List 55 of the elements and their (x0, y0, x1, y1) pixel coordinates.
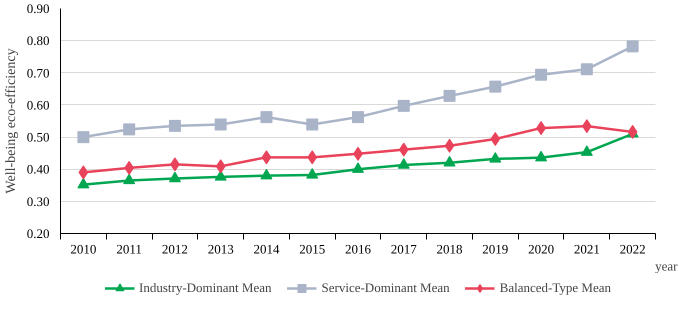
point (123, 174, 136, 184)
point (216, 159, 226, 174)
legend-label: Balanced-Type Mean (500, 280, 612, 296)
point (214, 170, 227, 181)
point (444, 90, 456, 102)
point (77, 131, 90, 144)
point (123, 123, 136, 136)
x-tick-label: 2011 (116, 242, 142, 256)
point (398, 158, 410, 169)
y-tick-label: 0.30 (26, 194, 50, 209)
point (489, 152, 502, 163)
y-tick-label: 0.90 (26, 1, 50, 16)
x-tick-label: 2014 (253, 242, 280, 256)
y-tick-label: 0.40 (26, 162, 50, 177)
y-axis-title: Well-being eco-efficiency (4, 48, 19, 194)
x-tick-label: 2013 (208, 242, 234, 256)
x-tick-label: 2016 (345, 242, 372, 256)
point (580, 63, 593, 76)
point (444, 156, 456, 166)
legend-label: Industry-Dominant Mean (138, 280, 272, 296)
x-tick-label: 2020 (528, 242, 554, 256)
x-tick-label: 2018 (436, 242, 463, 256)
point (535, 150, 548, 162)
y-tick-label: 0.70 (26, 65, 50, 80)
point (352, 162, 364, 173)
point (580, 145, 593, 156)
point (306, 118, 318, 131)
point (626, 40, 639, 52)
x-axis-title: year (655, 258, 678, 274)
legend-label: Service-Dominant Mean (322, 280, 450, 296)
x-tick-label: 2021 (574, 242, 600, 256)
point (168, 172, 181, 182)
point (490, 132, 500, 146)
x-tick-label: 2010 (70, 242, 96, 256)
point (307, 150, 318, 164)
y-tick-label: 0.50 (26, 130, 50, 145)
point (214, 118, 227, 131)
x-tick-label: 2015 (299, 242, 326, 256)
point (306, 168, 318, 179)
point (168, 120, 181, 132)
y-tick-label: 0.60 (26, 97, 50, 112)
point (352, 111, 364, 124)
y-tick-label: 0.20 (26, 226, 50, 241)
point (489, 80, 502, 93)
x-tick-label: 2012 (162, 242, 188, 256)
y-tick-label: 0.80 (26, 33, 50, 48)
x-tick-label: 2017 (390, 242, 418, 256)
point (260, 111, 272, 124)
point (535, 68, 548, 81)
point (398, 100, 410, 112)
point (398, 142, 409, 157)
x-tick-label: 2022 (620, 242, 646, 256)
x-tick-label: 2019 (482, 242, 508, 256)
point (77, 178, 90, 188)
point (260, 168, 272, 180)
